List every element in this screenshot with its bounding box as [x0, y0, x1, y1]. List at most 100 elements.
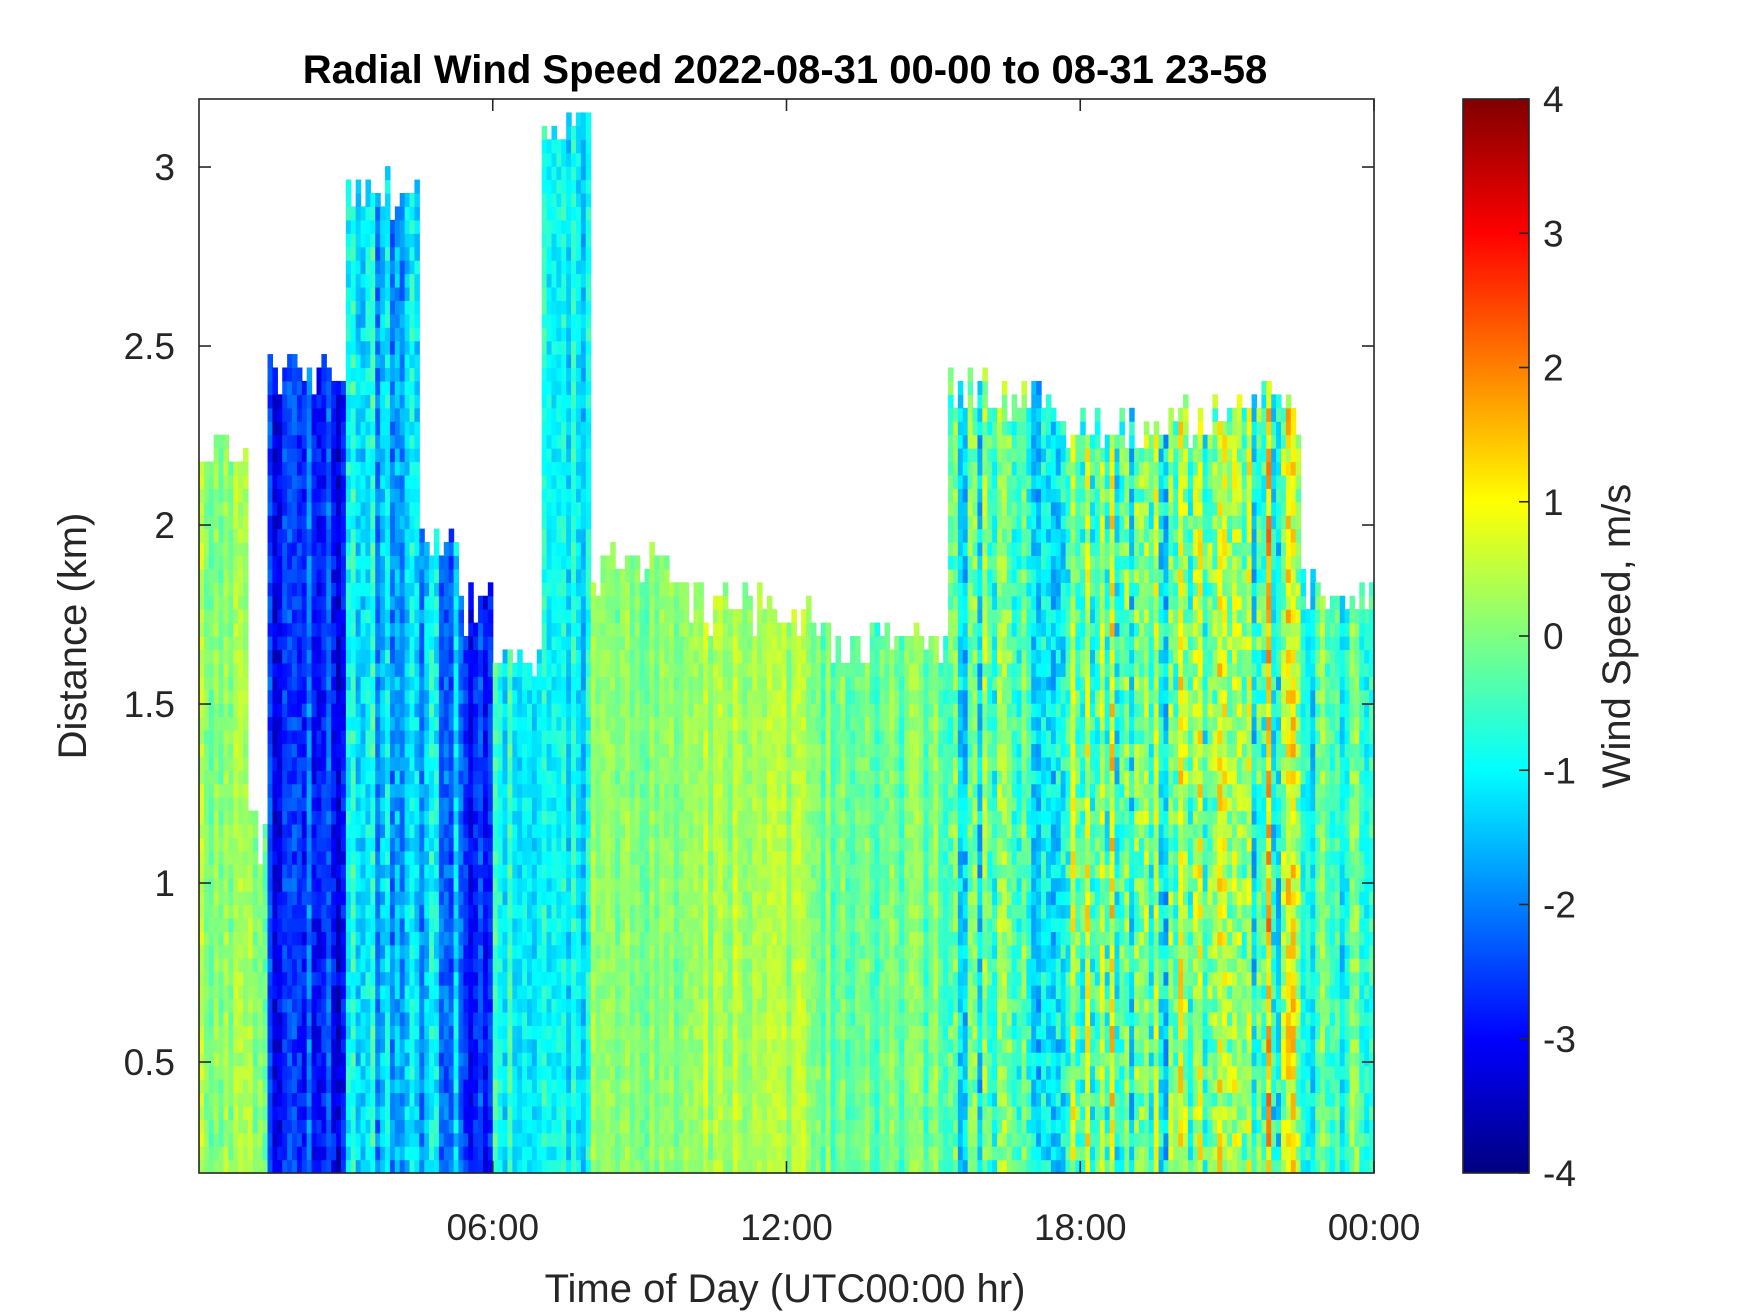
heatmap-cell — [331, 1092, 337, 1107]
heatmap-cell — [541, 810, 548, 825]
heatmap-cell — [429, 716, 435, 731]
heatmap-cell — [301, 743, 308, 758]
heatmap-cell — [199, 823, 205, 838]
heatmap-cell — [199, 501, 205, 516]
heatmap-cell — [541, 649, 548, 664]
heatmap-cell — [277, 1146, 283, 1161]
heatmap-cell — [213, 958, 220, 973]
heatmap-cell — [629, 703, 636, 718]
heatmap-cell — [306, 662, 313, 677]
heatmap-cell — [404, 1146, 411, 1161]
heatmap-cell — [399, 877, 406, 892]
heatmap-cell — [321, 985, 327, 1000]
heatmap-cell — [282, 488, 288, 503]
heatmap-cell — [605, 810, 611, 825]
heatmap-cell — [238, 864, 244, 879]
heatmap-cell — [326, 931, 332, 946]
heatmap-cell — [580, 1065, 587, 1080]
heatmap-cell — [287, 716, 293, 731]
heatmap-cell — [370, 622, 376, 637]
heatmap-cell — [566, 1119, 572, 1134]
heatmap-cell — [355, 729, 362, 744]
heatmap-cell — [458, 985, 464, 1000]
heatmap-cell — [468, 595, 474, 610]
heatmap-cell — [571, 931, 577, 946]
heatmap-cell — [228, 1092, 234, 1107]
heatmap-cell — [287, 729, 293, 744]
heatmap-cell — [311, 636, 318, 651]
heatmap-cell — [223, 1052, 229, 1067]
heatmap-cell — [350, 716, 357, 731]
heatmap-cell — [414, 971, 420, 986]
heatmap-cell — [600, 703, 606, 718]
heatmap-cell — [541, 542, 548, 557]
heatmap-cell — [566, 837, 572, 852]
heatmap-cell — [252, 1132, 259, 1147]
heatmap-cell — [213, 729, 220, 744]
heatmap-cell — [561, 837, 567, 852]
heatmap-cell — [218, 743, 225, 758]
heatmap-cell — [429, 810, 435, 825]
heatmap-cell — [394, 206, 401, 221]
heatmap-cell — [301, 823, 308, 838]
heatmap-cell — [252, 971, 259, 986]
heatmap-cell — [502, 891, 509, 906]
heatmap-cell — [370, 971, 376, 986]
heatmap-cell — [585, 850, 592, 865]
heatmap-cell — [394, 823, 401, 838]
heatmap-cell — [296, 367, 303, 382]
heatmap-cell — [306, 528, 313, 543]
heatmap-cell — [380, 823, 386, 838]
heatmap-cell — [580, 354, 587, 369]
heatmap-cell — [311, 703, 318, 718]
heatmap-cell — [610, 568, 616, 583]
heatmap-cell — [355, 595, 362, 610]
heatmap-cell — [389, 542, 396, 557]
heatmap-cell — [414, 260, 420, 275]
heatmap-cell — [605, 676, 611, 691]
heatmap-cell — [443, 649, 450, 664]
heatmap-cell — [316, 1092, 322, 1107]
heatmap-cell — [272, 891, 278, 906]
heatmap-cell — [399, 568, 406, 583]
heatmap-cell — [262, 944, 269, 959]
heatmap-cell — [296, 528, 303, 543]
heatmap-cell — [629, 1011, 636, 1026]
heatmap-cell — [434, 1159, 440, 1174]
heatmap-cell — [208, 689, 215, 704]
heatmap-cell — [463, 1119, 469, 1134]
heatmap-cell — [478, 877, 484, 892]
heatmap-cell — [536, 864, 543, 879]
heatmap-cell — [620, 985, 626, 1000]
heatmap-cell — [247, 1159, 254, 1174]
heatmap-cell — [556, 917, 562, 932]
heatmap-cell — [345, 891, 352, 906]
heatmap-cell — [213, 797, 220, 812]
heatmap-cell — [233, 1079, 239, 1094]
heatmap-cell — [556, 891, 562, 906]
heatmap-cell — [306, 555, 313, 570]
heatmap-cell — [624, 649, 631, 664]
heatmap-cell — [394, 662, 401, 677]
heatmap-cell — [345, 810, 352, 825]
heatmap-cell — [355, 985, 362, 1000]
heatmap-cell — [267, 367, 274, 382]
heatmap-cell — [228, 515, 234, 530]
heatmap-cell — [340, 380, 347, 395]
heatmap-cell — [360, 850, 367, 865]
heatmap-cell — [375, 354, 381, 369]
heatmap-cell — [580, 1052, 587, 1067]
heatmap-cell — [512, 743, 518, 758]
heatmap-cell — [527, 904, 533, 919]
heatmap-cell — [350, 528, 357, 543]
heatmap-cell — [424, 1065, 430, 1080]
heatmap-cell — [546, 877, 553, 892]
heatmap-cell — [585, 166, 592, 181]
heatmap-cell — [438, 568, 445, 583]
heatmap-cell — [575, 354, 582, 369]
heatmap-cell — [233, 636, 239, 651]
heatmap-cell — [571, 917, 577, 932]
heatmap-cell — [208, 810, 215, 825]
heatmap-cell — [595, 891, 602, 906]
heatmap-cell — [389, 823, 396, 838]
